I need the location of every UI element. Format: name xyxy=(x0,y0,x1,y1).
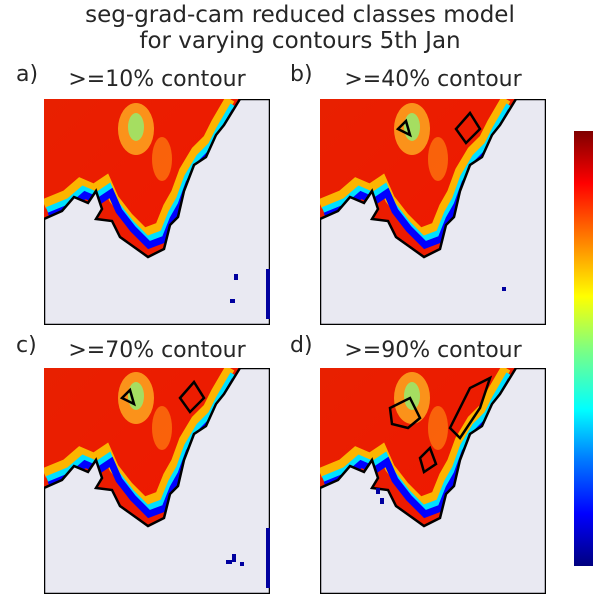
contour-line xyxy=(388,375,493,474)
panel-b-letter: b) xyxy=(290,62,313,87)
panel-d-map xyxy=(320,368,546,594)
heatmap-panel-0 xyxy=(44,99,270,325)
figure-title-line-1: seg-grad-cam reduced classes model xyxy=(85,2,515,28)
heatmap-panel-1 xyxy=(320,99,546,325)
panel-a-map xyxy=(44,99,270,325)
contour-line xyxy=(119,379,206,414)
panel-a-title: >=10% contour xyxy=(68,67,246,92)
island-mark xyxy=(502,287,506,291)
island-mark xyxy=(376,488,380,494)
heatmap-panel-2 xyxy=(44,368,270,594)
island-mark xyxy=(234,274,238,280)
panel-d-title: >=90% contour xyxy=(344,338,522,363)
figure-title-line-2: for varying contours 5th Jan xyxy=(139,28,461,54)
island-mark xyxy=(230,299,235,303)
panel-b-map xyxy=(320,99,546,325)
figure-title: seg-grad-cam reduced classes model for v… xyxy=(0,2,600,54)
panel-c-map xyxy=(44,368,270,594)
island-mark xyxy=(240,562,244,566)
panel-a-letter: a) xyxy=(16,62,39,87)
panel-d-letter: d) xyxy=(290,333,313,358)
island-mark xyxy=(226,560,232,564)
panel-c-letter: c) xyxy=(16,333,37,358)
island-mark xyxy=(266,528,270,588)
contour-line xyxy=(395,110,482,145)
colorbar xyxy=(574,131,593,566)
heatmap-panel-3 xyxy=(320,368,546,594)
island-mark xyxy=(266,269,270,319)
island-mark xyxy=(380,498,384,504)
island-mark xyxy=(232,554,236,562)
panel-b-title: >=40% contour xyxy=(344,67,522,92)
panel-c-title: >=70% contour xyxy=(68,338,246,363)
